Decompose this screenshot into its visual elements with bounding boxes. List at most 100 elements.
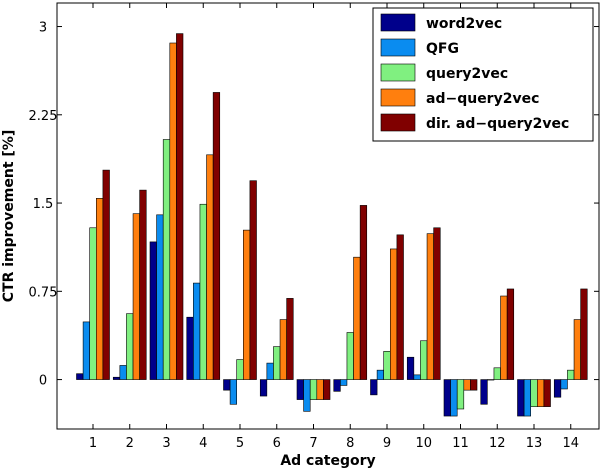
bar — [523, 379, 531, 417]
y-axis: 0 0.75 1.5 2.25 3 — [29, 21, 599, 389]
x-tick-label: 11 — [452, 436, 469, 451]
plot-area — [76, 33, 588, 417]
bar — [413, 374, 421, 380]
bar — [206, 154, 214, 380]
bar — [102, 169, 110, 380]
x-axis-label: Ad category — [280, 453, 375, 469]
legend-swatch — [380, 38, 416, 57]
bar — [470, 379, 478, 391]
bar — [567, 369, 575, 380]
bar — [212, 92, 221, 380]
series-4 — [96, 42, 581, 407]
x-tick-label: 5 — [236, 436, 244, 451]
bar — [303, 379, 311, 412]
x-tick-label: 2 — [126, 436, 134, 451]
legend-label: query2vec — [426, 66, 508, 82]
x-tick-label: 6 — [273, 436, 281, 451]
y-tick-label: 0 — [39, 374, 47, 389]
legend-swatch — [380, 13, 416, 32]
x-tick-label: 7 — [309, 436, 317, 451]
legend-label: word2vec — [426, 16, 502, 32]
bar — [156, 214, 164, 380]
bar — [243, 229, 251, 380]
bar — [323, 379, 331, 400]
y-tick-label: 3 — [39, 21, 47, 36]
bar — [530, 379, 538, 407]
legend-label: dir. ad−query2vec — [426, 116, 569, 132]
x-tick-label: 12 — [489, 436, 506, 451]
bar — [580, 288, 588, 380]
bar — [536, 379, 545, 407]
bar — [389, 248, 398, 380]
bar — [426, 233, 434, 380]
bar — [500, 295, 508, 380]
bar — [463, 379, 471, 391]
bar — [236, 359, 244, 380]
x-tick-label: 8 — [346, 436, 354, 451]
bar — [176, 33, 184, 380]
bar — [273, 346, 281, 380]
x-tick-label: 13 — [526, 436, 543, 451]
bar — [346, 332, 354, 380]
bar — [420, 340, 428, 380]
bar — [119, 365, 127, 380]
bar — [406, 356, 415, 380]
legend-swatch — [380, 113, 416, 132]
bar — [229, 379, 238, 405]
bar — [553, 379, 562, 398]
x-tick-label: 10 — [415, 436, 432, 451]
bar — [433, 227, 441, 380]
bar — [286, 298, 294, 380]
bar — [493, 367, 501, 380]
x-tick-label: 4 — [199, 436, 207, 451]
bar — [456, 379, 465, 410]
bar — [333, 379, 341, 392]
legend-label: ad−query2vec — [426, 91, 539, 107]
legend-swatch — [380, 63, 416, 82]
bar — [376, 369, 385, 380]
bar — [266, 362, 274, 380]
bar — [487, 379, 495, 381]
plot-frame — [56, 2, 600, 430]
bar — [340, 379, 348, 386]
bar — [139, 189, 147, 380]
y-tick-label: 2.25 — [29, 109, 58, 124]
bar — [126, 313, 134, 380]
bar — [450, 379, 458, 417]
bar — [223, 379, 231, 391]
bar — [370, 379, 378, 396]
bar — [259, 379, 268, 397]
bar — [396, 234, 404, 380]
x-tick-label: 3 — [162, 436, 170, 451]
y-tick-label: 1.5 — [33, 197, 54, 212]
x-tick-label: 1 — [89, 436, 97, 451]
y-axis-label: CTR improvement [%] — [1, 130, 17, 302]
bar — [82, 321, 90, 380]
bar — [193, 282, 201, 380]
bar — [96, 198, 104, 380]
bar — [89, 227, 97, 380]
bar — [149, 241, 157, 380]
legend: word2vec QFG query2vec ad−query2vec dir. ad−… — [372, 7, 594, 142]
bar — [112, 376, 121, 380]
bar — [162, 139, 171, 380]
series-1 — [76, 241, 562, 417]
bar — [543, 379, 551, 407]
bar — [506, 288, 515, 380]
x-axis: 1 2 3 4 5 6 7 8 9 10 11 12 13 14 — [89, 3, 579, 451]
bar — [296, 379, 304, 400]
y-tick-label: 0.75 — [29, 285, 58, 300]
bar — [186, 316, 194, 380]
legend-swatch — [380, 88, 416, 107]
bar — [573, 319, 581, 380]
bar — [76, 373, 84, 380]
bar — [359, 205, 368, 380]
bar — [279, 319, 287, 380]
bar — [383, 351, 391, 380]
x-tick-label: 9 — [383, 436, 391, 451]
series-5 — [102, 33, 588, 407]
bar — [480, 379, 488, 405]
bar — [309, 379, 318, 400]
bar — [199, 203, 207, 380]
